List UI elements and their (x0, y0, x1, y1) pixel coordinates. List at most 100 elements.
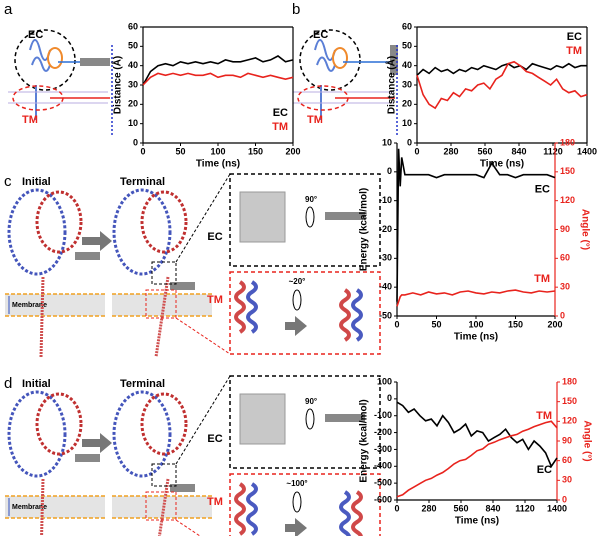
series-line (396, 289, 556, 307)
helix (351, 288, 363, 342)
membrane (112, 496, 212, 518)
zoom-source (151, 463, 177, 487)
y2-tick-label: 30 (562, 475, 572, 485)
x-tick-label: 560 (453, 503, 468, 513)
y-tick-label: 60 (402, 21, 412, 31)
y-tick-label: -20 (379, 224, 392, 234)
label: EC (207, 231, 222, 243)
tm-helix (154, 276, 170, 358)
protein-red (35, 392, 83, 456)
y-tick-label: 50 (128, 41, 138, 51)
x-tick-label: 150 (508, 319, 523, 329)
x-tick-label: 1400 (577, 146, 597, 156)
y2-axis-label: Angle (°) (581, 420, 592, 461)
y2-tick-label: 60 (562, 455, 572, 465)
x-tick-label: 280 (443, 146, 458, 156)
y-axis-label: Distance (Å) (385, 56, 398, 114)
peptide (170, 484, 195, 492)
y2-tick-label: 60 (560, 253, 570, 263)
x-tick-label: 150 (248, 146, 263, 156)
x-tick-label: 0 (140, 146, 145, 156)
x-tick-label: 50 (175, 146, 185, 156)
y2-axis-label: Angle (°) (579, 209, 590, 250)
label: Membrane (12, 302, 47, 309)
y-tick-label: 40 (402, 60, 412, 70)
legend-label: EC (567, 31, 582, 43)
y-tick-label: 0 (387, 166, 392, 176)
peptide (75, 454, 100, 462)
rotation (292, 289, 302, 311)
y-tick-label: -10 (379, 195, 392, 205)
x-tick-label: 100 (210, 146, 225, 156)
x-tick-label: 1400 (547, 503, 567, 513)
schematic-a: EC TM (8, 29, 113, 135)
y2-tick-label: 30 (560, 282, 570, 292)
helix (234, 280, 246, 334)
membrane (5, 496, 105, 518)
tm-helix (39, 276, 45, 358)
y2-tick-label: 180 (560, 137, 575, 147)
zoom-line (175, 317, 231, 355)
label: 90° (305, 195, 317, 204)
helix (351, 490, 363, 541)
peptide (325, 414, 365, 422)
helix (339, 490, 351, 541)
y-tick-label: 10 (402, 118, 412, 128)
label: Initial (22, 176, 51, 188)
protein-blue (112, 188, 172, 276)
protein-red (140, 392, 188, 456)
label: Initial (22, 378, 51, 390)
label: EC (207, 433, 222, 445)
x-tick-label: 200 (547, 319, 562, 329)
zoom-box (229, 271, 381, 355)
schematic-b: EC TM (293, 29, 398, 135)
zoom-source (151, 261, 177, 285)
y-tick-label: -40 (379, 282, 392, 292)
label: Membrane (12, 504, 47, 511)
legend-label: EC (535, 184, 550, 196)
label: ~100° (286, 479, 307, 488)
rotation (305, 206, 315, 228)
y2-tick-label: 0 (560, 310, 565, 320)
y2-tick-label: 0 (562, 494, 567, 504)
y2-tick-label: 150 (560, 166, 575, 176)
protein-red (140, 190, 188, 254)
x-axis-label: Time (ns) (454, 332, 498, 343)
x-tick-label: 840 (511, 146, 526, 156)
label: TM (207, 496, 223, 508)
x-tick-label: 50 (431, 319, 441, 329)
zoom-source (145, 491, 177, 521)
x-axis-label: Time (ns) (196, 159, 240, 170)
y-tick-label: 0 (387, 393, 392, 403)
y-axis-label: Distance (Å) (111, 56, 124, 114)
protein-red (35, 190, 83, 254)
series-line (396, 401, 558, 468)
zoom-line (175, 173, 231, 263)
label: EC (28, 29, 43, 41)
zoom-line (175, 519, 209, 541)
tm-helix (39, 478, 45, 541)
protein-blue (7, 188, 67, 276)
panel-label: a (4, 1, 13, 18)
label: Terminal (120, 378, 165, 390)
rotation (292, 491, 302, 513)
y-tick-label: -600 (374, 494, 392, 504)
rotation (305, 408, 315, 430)
legend-label: TM (536, 410, 552, 422)
y-tick-label: 30 (402, 79, 412, 89)
y-tick-label: 40 (128, 60, 138, 70)
y-tick-label: 30 (128, 79, 138, 89)
y2-tick-label: 90 (562, 435, 572, 445)
y-axis-label: Energy (kcal/mol) (359, 399, 370, 482)
membrane (5, 294, 105, 316)
x-tick-label: 0 (394, 319, 399, 329)
y-tick-label: 100 (377, 376, 392, 386)
label: EC (313, 29, 328, 41)
y-tick-label: 0 (407, 137, 412, 147)
panel-label: c (4, 173, 12, 190)
series-line (416, 60, 588, 110)
y-tick-label: -400 (374, 461, 392, 471)
legend-label: EC (273, 107, 288, 119)
peptide-grid (239, 191, 286, 243)
